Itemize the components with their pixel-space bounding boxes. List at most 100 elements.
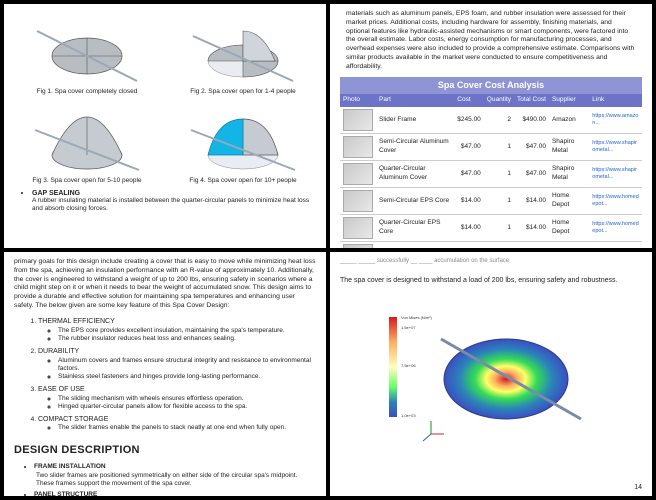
part-supplier: Home Depot: [549, 214, 589, 241]
part-qty: 8: [484, 241, 514, 248]
part-cost: $14.00: [454, 214, 484, 241]
fig4-svg: [183, 105, 303, 175]
feature-subitem: Aluminum covers and frames ensure struct…: [58, 357, 316, 374]
part-total: $47.00: [514, 160, 549, 187]
part-link[interactable]: https://www.homedepot...: [589, 214, 642, 241]
feature-title: EASE OF USE: [38, 386, 85, 393]
cost-col-total-cost: Total Cost: [514, 94, 549, 106]
part-name: 4 x 8' Adjoining Hinges: [376, 241, 454, 248]
part-link[interactable]: https://www.shapirometal...: [589, 160, 642, 187]
feature-subitem: The slider frames enable the panels to s…: [58, 424, 316, 432]
figure-4: Fig 4. Spa cover open for 10+ people: [170, 99, 316, 184]
part-link[interactable]: https://www.shapirometal...: [589, 133, 642, 160]
table-row: Slider Frame$245.002$490.00Amazonhttps:/…: [340, 107, 642, 134]
bullet-title: GAP SEALING: [32, 190, 80, 197]
part-link[interactable]: https://www.amazon...: [589, 107, 642, 134]
table-row: Semi-Circular Aluminum Cover$47.001$47.0…: [340, 133, 642, 160]
svg-text:1.0e+03: 1.0e+03: [401, 413, 416, 418]
desc-title: PANEL STRUCTURE: [34, 491, 97, 496]
photo-cell: [340, 107, 376, 134]
cost-col-part: Part: [376, 94, 454, 106]
design-description-list: FRAME INSTALLATION Two slider frames are …: [14, 463, 316, 496]
part-qty: 2: [484, 107, 514, 134]
part-cost: $150.00: [454, 241, 484, 248]
part-qty: 1: [484, 160, 514, 187]
part-cost: $14.00: [454, 187, 484, 214]
panel-design-goals: primary goals for this design include cr…: [4, 252, 326, 496]
figure-1: Fig 1. Spa cover completely closed: [14, 10, 160, 95]
part-thumbnail: [343, 163, 373, 185]
fig2-caption: Fig 2. Spa cover open for 1-4 people: [190, 88, 296, 95]
cost-table: PhotoPartCostQuantityTotal CostSupplierL…: [340, 94, 642, 248]
fea-svg: Von Mises (N/m²) 1.5e+07 7.5e+06 1.0e+03: [381, 299, 601, 449]
part-qty: 1: [484, 133, 514, 160]
feature-item: COMPACT STORAGEThe slider frames enable …: [38, 415, 316, 433]
cost-col-quantity: Quantity: [484, 94, 514, 106]
panel-figures: Fig 1. Spa cover completely closed Fig 2…: [4, 4, 326, 248]
part-qty: 1: [484, 214, 514, 241]
part-supplier: Shapiro Metal: [549, 160, 589, 187]
fig4-caption: Fig 4. Spa cover open for 10+ people: [189, 177, 296, 184]
part-qty: 1: [484, 187, 514, 214]
fig3-caption: Fig 3. Spa cover open for 5-10 people: [32, 177, 141, 184]
feature-item: DURABILITY Aluminum covers and frames ens…: [38, 347, 316, 382]
cost-table-title: Spa Cover Cost Analysis: [340, 77, 642, 95]
cost-col-cost: Cost: [454, 94, 484, 106]
feature-subitem: Stainless steel fasteners and hinges pro…: [58, 373, 316, 381]
photo-cell: [340, 187, 376, 214]
fea-figure: Von Mises (N/m²) 1.5e+07 7.5e+06 1.0e+03: [340, 299, 642, 449]
photo-cell: [340, 160, 376, 187]
part-total: $1,440.00: [514, 241, 549, 248]
feature-subitem: The sliding mechanism with wheels ensure…: [58, 395, 316, 403]
part-total: $14.00: [514, 214, 549, 241]
part-thumbnail: [343, 244, 373, 248]
cost-table-body: Slider Frame$245.002$490.00Amazonhttps:/…: [340, 107, 642, 248]
part-thumbnail: [343, 136, 373, 158]
feature-item: THERMAL EFFICIENCYThe EPS core provides …: [38, 317, 316, 344]
design-description-heading: DESIGN DESCRIPTION: [14, 443, 316, 457]
cost-col-photo: Photo: [340, 94, 376, 106]
part-supplier: Shapiro Metal: [549, 133, 589, 160]
figure-grid: Fig 1. Spa cover completely closed Fig 2…: [14, 10, 316, 184]
photo-cell: [340, 133, 376, 160]
figure-3: Fig 3. Spa cover open for 5-10 people: [14, 99, 160, 184]
table-row: Quarter-Circular Aluminum Cover$47.001$4…: [340, 160, 642, 187]
goals-paragraph: primary goals for this design include cr…: [14, 258, 316, 311]
feature-sublist: The slider frames enable the panels to s…: [38, 424, 316, 432]
part-link[interactable]: https://www.amazon...: [589, 241, 642, 248]
panel-cost-analysis: materials such as aluminum panels, EPS f…: [330, 4, 652, 248]
feature-item: EASE OF USE The sliding mechanism with wh…: [38, 385, 316, 412]
part-link[interactable]: https://www.homedepot...: [589, 187, 642, 214]
feature-subitem: The rubber insulator reduces heat loss a…: [58, 335, 316, 343]
gap-sealing-bullet: GAP SEALING A rubber insulating material…: [14, 188, 316, 213]
part-total: $47.00: [514, 133, 549, 160]
part-supplier: Amazon: [549, 107, 589, 134]
feature-title: COMPACT STORAGE: [38, 416, 108, 423]
feature-title: DURABILITY: [38, 348, 79, 355]
desc-item: FRAME INSTALLATION Two slider frames are …: [34, 463, 316, 488]
part-thumbnail: [343, 217, 373, 239]
feature-sublist: The EPS core provides excellent insulati…: [38, 327, 316, 344]
part-name: Semi-Circular Aluminum Cover: [376, 133, 454, 160]
part-cost: $47.00: [454, 133, 484, 160]
cost-intro-text: materials such as aluminum panels, EPS f…: [340, 10, 642, 77]
part-total: $490.00: [514, 107, 549, 134]
part-name: Slider Frame: [376, 107, 454, 134]
feature-sublist: Aluminum covers and frames ensure struct…: [38, 357, 316, 382]
part-supplier: Home Depot: [549, 187, 589, 214]
desc-item: PANEL STRUCTUREThe spa cover consists of…: [34, 491, 316, 496]
part-thumbnail: [343, 190, 373, 212]
table-row: Quarter-Circular EPS Core$14.001$14.00Ho…: [340, 214, 642, 241]
cropped-text: _____ _____ successfully __ ____ accumul…: [340, 258, 642, 266]
page-number: 14: [634, 483, 642, 492]
desc-title: FRAME INSTALLATION: [34, 463, 106, 470]
desc-text: Two slider frames are positioned symmetr…: [36, 472, 316, 489]
table-row: Semi-Circular EPS Core$14.001$14.00Home …: [340, 187, 642, 214]
photo-cell: [340, 241, 376, 248]
svg-text:7.5e+06: 7.5e+06: [401, 363, 416, 368]
part-cost: $47.00: [454, 160, 484, 187]
part-name: Quarter-Circular Aluminum Cover: [376, 160, 454, 187]
part-cost: $245.00: [454, 107, 484, 134]
photo-cell: [340, 214, 376, 241]
svg-text:1.5e+07: 1.5e+07: [401, 325, 416, 330]
